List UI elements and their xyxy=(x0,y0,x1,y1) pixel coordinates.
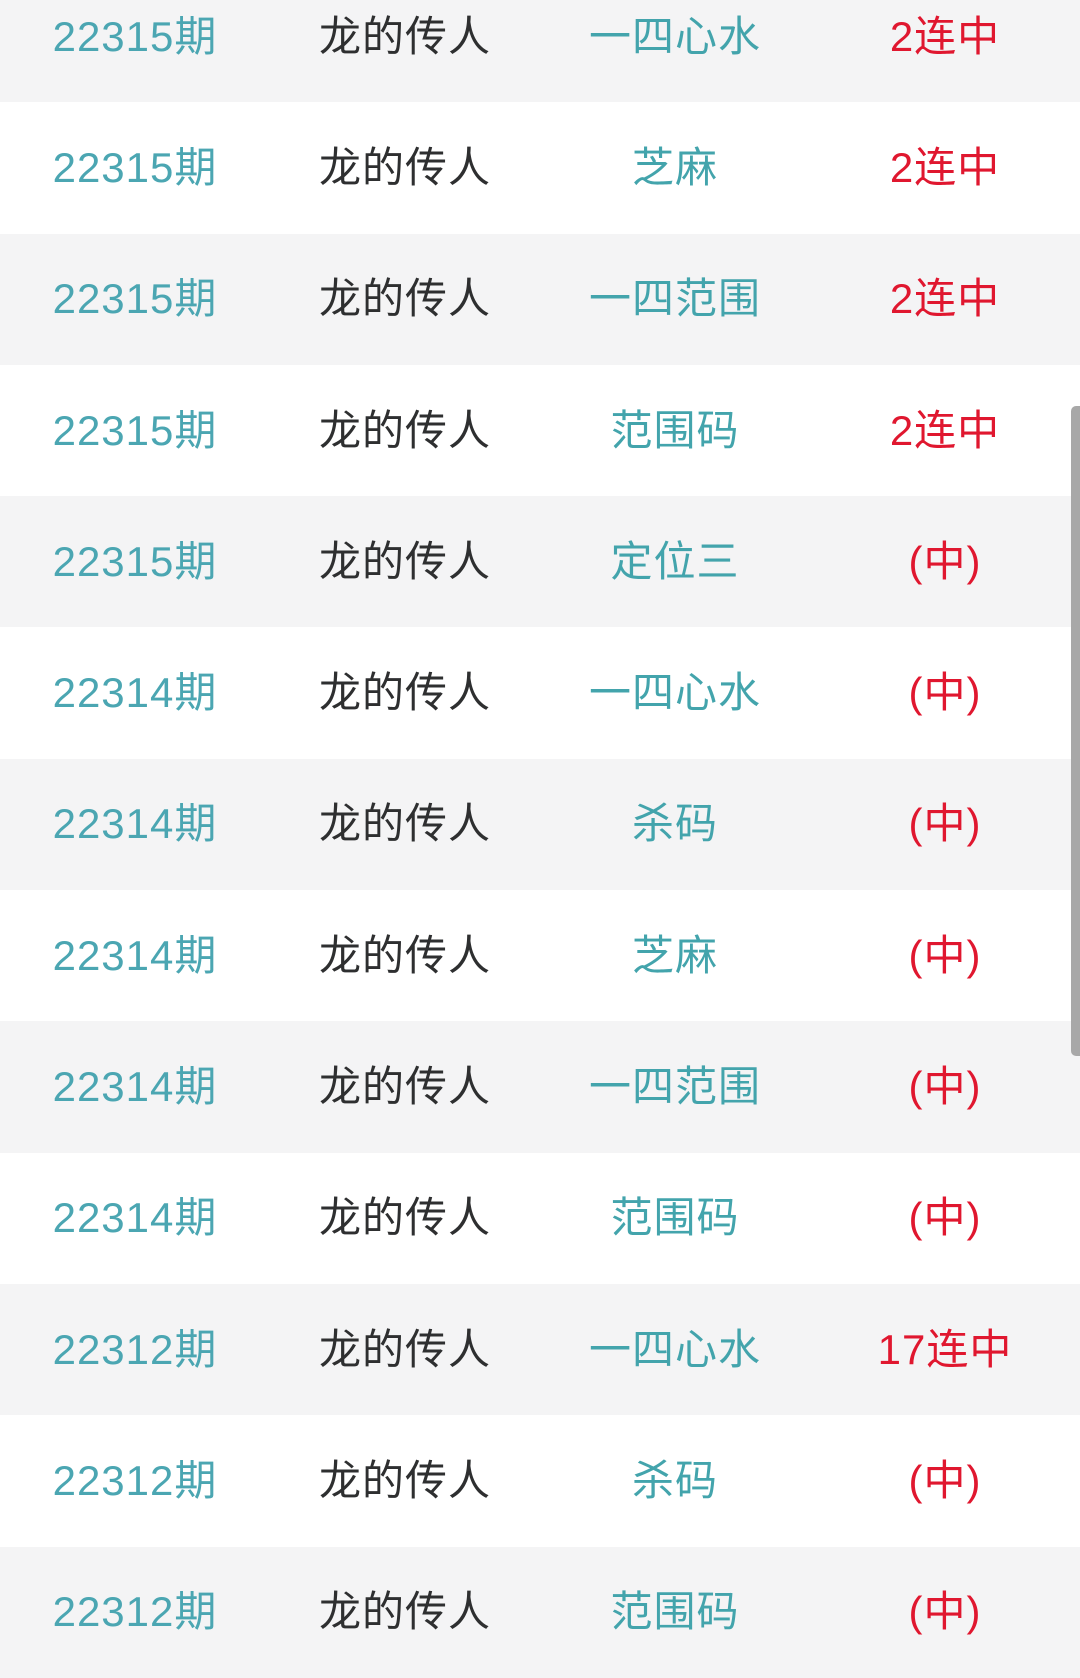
predictor-name-cell: 龙的传人 xyxy=(318,800,491,848)
result-status-cell: 2连中 xyxy=(889,406,1001,454)
issue-number-cell: 22314期 xyxy=(52,1063,218,1111)
issue-number-cell: 22315期 xyxy=(52,537,218,585)
record-row[interactable]: 22315期 龙的传人 定位三 (中) xyxy=(0,496,1080,628)
predictor-name-cell: 龙的传人 xyxy=(318,931,491,979)
predictor-name-cell: 龙的传人 xyxy=(318,669,491,717)
predictor-name-cell: 龙的传人 xyxy=(318,1194,491,1242)
issue-number-cell: 22315期 xyxy=(52,275,218,323)
issue-number-cell: 22315期 xyxy=(52,406,218,454)
issue-number-cell: 22314期 xyxy=(52,931,218,979)
result-status-cell: (中) xyxy=(908,537,982,585)
issue-number-cell: 22315期 xyxy=(52,12,218,60)
record-row[interactable]: 22312期 龙的传人 杀码 (中) xyxy=(0,1415,1080,1547)
result-status-cell: 2连中 xyxy=(889,12,1001,60)
record-row[interactable]: 22315期 龙的传人 一四范围 2连中 xyxy=(0,233,1080,365)
prediction-type-cell: 范围码 xyxy=(610,1588,740,1636)
result-status-cell: (中) xyxy=(908,800,982,848)
record-row[interactable]: 22315期 龙的传人 一四心水 2连中 xyxy=(0,0,1080,103)
record-row[interactable]: 22315期 龙的传人 芝麻 2连中 xyxy=(0,102,1080,234)
result-status-cell: 2连中 xyxy=(889,143,1001,191)
predictor-name-cell: 龙的传人 xyxy=(318,143,491,191)
prediction-type-cell: 定位三 xyxy=(610,537,740,585)
predictor-name-cell: 龙的传人 xyxy=(318,1588,491,1636)
issue-number-cell: 22314期 xyxy=(52,669,218,717)
issue-number-cell: 22314期 xyxy=(52,800,218,848)
record-row[interactable]: 22315期 龙的传人 范围码 2连中 xyxy=(0,364,1080,497)
predictor-name-cell: 龙的传人 xyxy=(318,275,491,323)
predictor-name-cell: 龙的传人 xyxy=(318,1063,491,1111)
prediction-type-cell: 一四范围 xyxy=(588,1063,761,1111)
prediction-type-cell: 一四心水 xyxy=(588,669,761,717)
predictor-name-cell: 龙的传人 xyxy=(318,12,491,60)
prediction-type-cell: 芝麻 xyxy=(631,931,718,979)
prediction-type-cell: 芝麻 xyxy=(631,143,718,191)
prediction-type-cell: 一四心水 xyxy=(588,12,761,60)
prediction-type-cell: 范围码 xyxy=(610,406,740,454)
issue-number-cell: 22314期 xyxy=(52,1194,218,1242)
issue-number-cell: 22312期 xyxy=(52,1325,218,1373)
prediction-type-cell: 范围码 xyxy=(610,1194,740,1242)
result-status-cell: (中) xyxy=(908,1194,982,1242)
prediction-type-cell: 杀码 xyxy=(631,1456,718,1504)
record-row[interactable]: 22312期 龙的传人 一四心水 17连中 xyxy=(0,1283,1080,1416)
predictor-name-cell: 龙的传人 xyxy=(318,406,491,454)
issue-number-cell: 22312期 xyxy=(52,1456,218,1504)
result-status-cell: 2连中 xyxy=(889,275,1001,323)
scrollbar-thumb[interactable] xyxy=(1071,406,1080,1056)
record-row[interactable]: 22314期 龙的传人 一四范围 (中) xyxy=(0,1021,1080,1153)
result-status-cell: 17连中 xyxy=(877,1325,1013,1373)
issue-number-cell: 22315期 xyxy=(52,143,218,191)
prediction-type-cell: 一四范围 xyxy=(588,275,761,323)
result-status-cell: (中) xyxy=(908,1063,982,1111)
record-row[interactable]: 22314期 龙的传人 杀码 (中) xyxy=(0,758,1080,891)
record-row[interactable]: 22314期 龙的传人 范围码 (中) xyxy=(0,1152,1080,1284)
issue-number-cell: 22312期 xyxy=(52,1588,218,1636)
record-row[interactable]: 22314期 龙的传人 芝麻 (中) xyxy=(0,890,1080,1022)
prediction-type-cell: 一四心水 xyxy=(588,1325,761,1373)
predictor-name-cell: 龙的传人 xyxy=(318,1325,491,1373)
prediction-type-cell: 杀码 xyxy=(631,800,718,848)
result-status-cell: (中) xyxy=(908,1456,982,1504)
result-status-cell: (中) xyxy=(908,931,982,979)
record-row[interactable]: 22312期 龙的传人 范围码 (中) xyxy=(0,1546,1080,1678)
predictor-name-cell: 龙的传人 xyxy=(318,537,491,585)
result-status-cell: (中) xyxy=(908,669,982,717)
result-status-cell: (中) xyxy=(908,1588,982,1636)
predictor-name-cell: 龙的传人 xyxy=(318,1456,491,1504)
record-row[interactable]: 22314期 龙的传人 一四心水 (中) xyxy=(0,627,1080,759)
